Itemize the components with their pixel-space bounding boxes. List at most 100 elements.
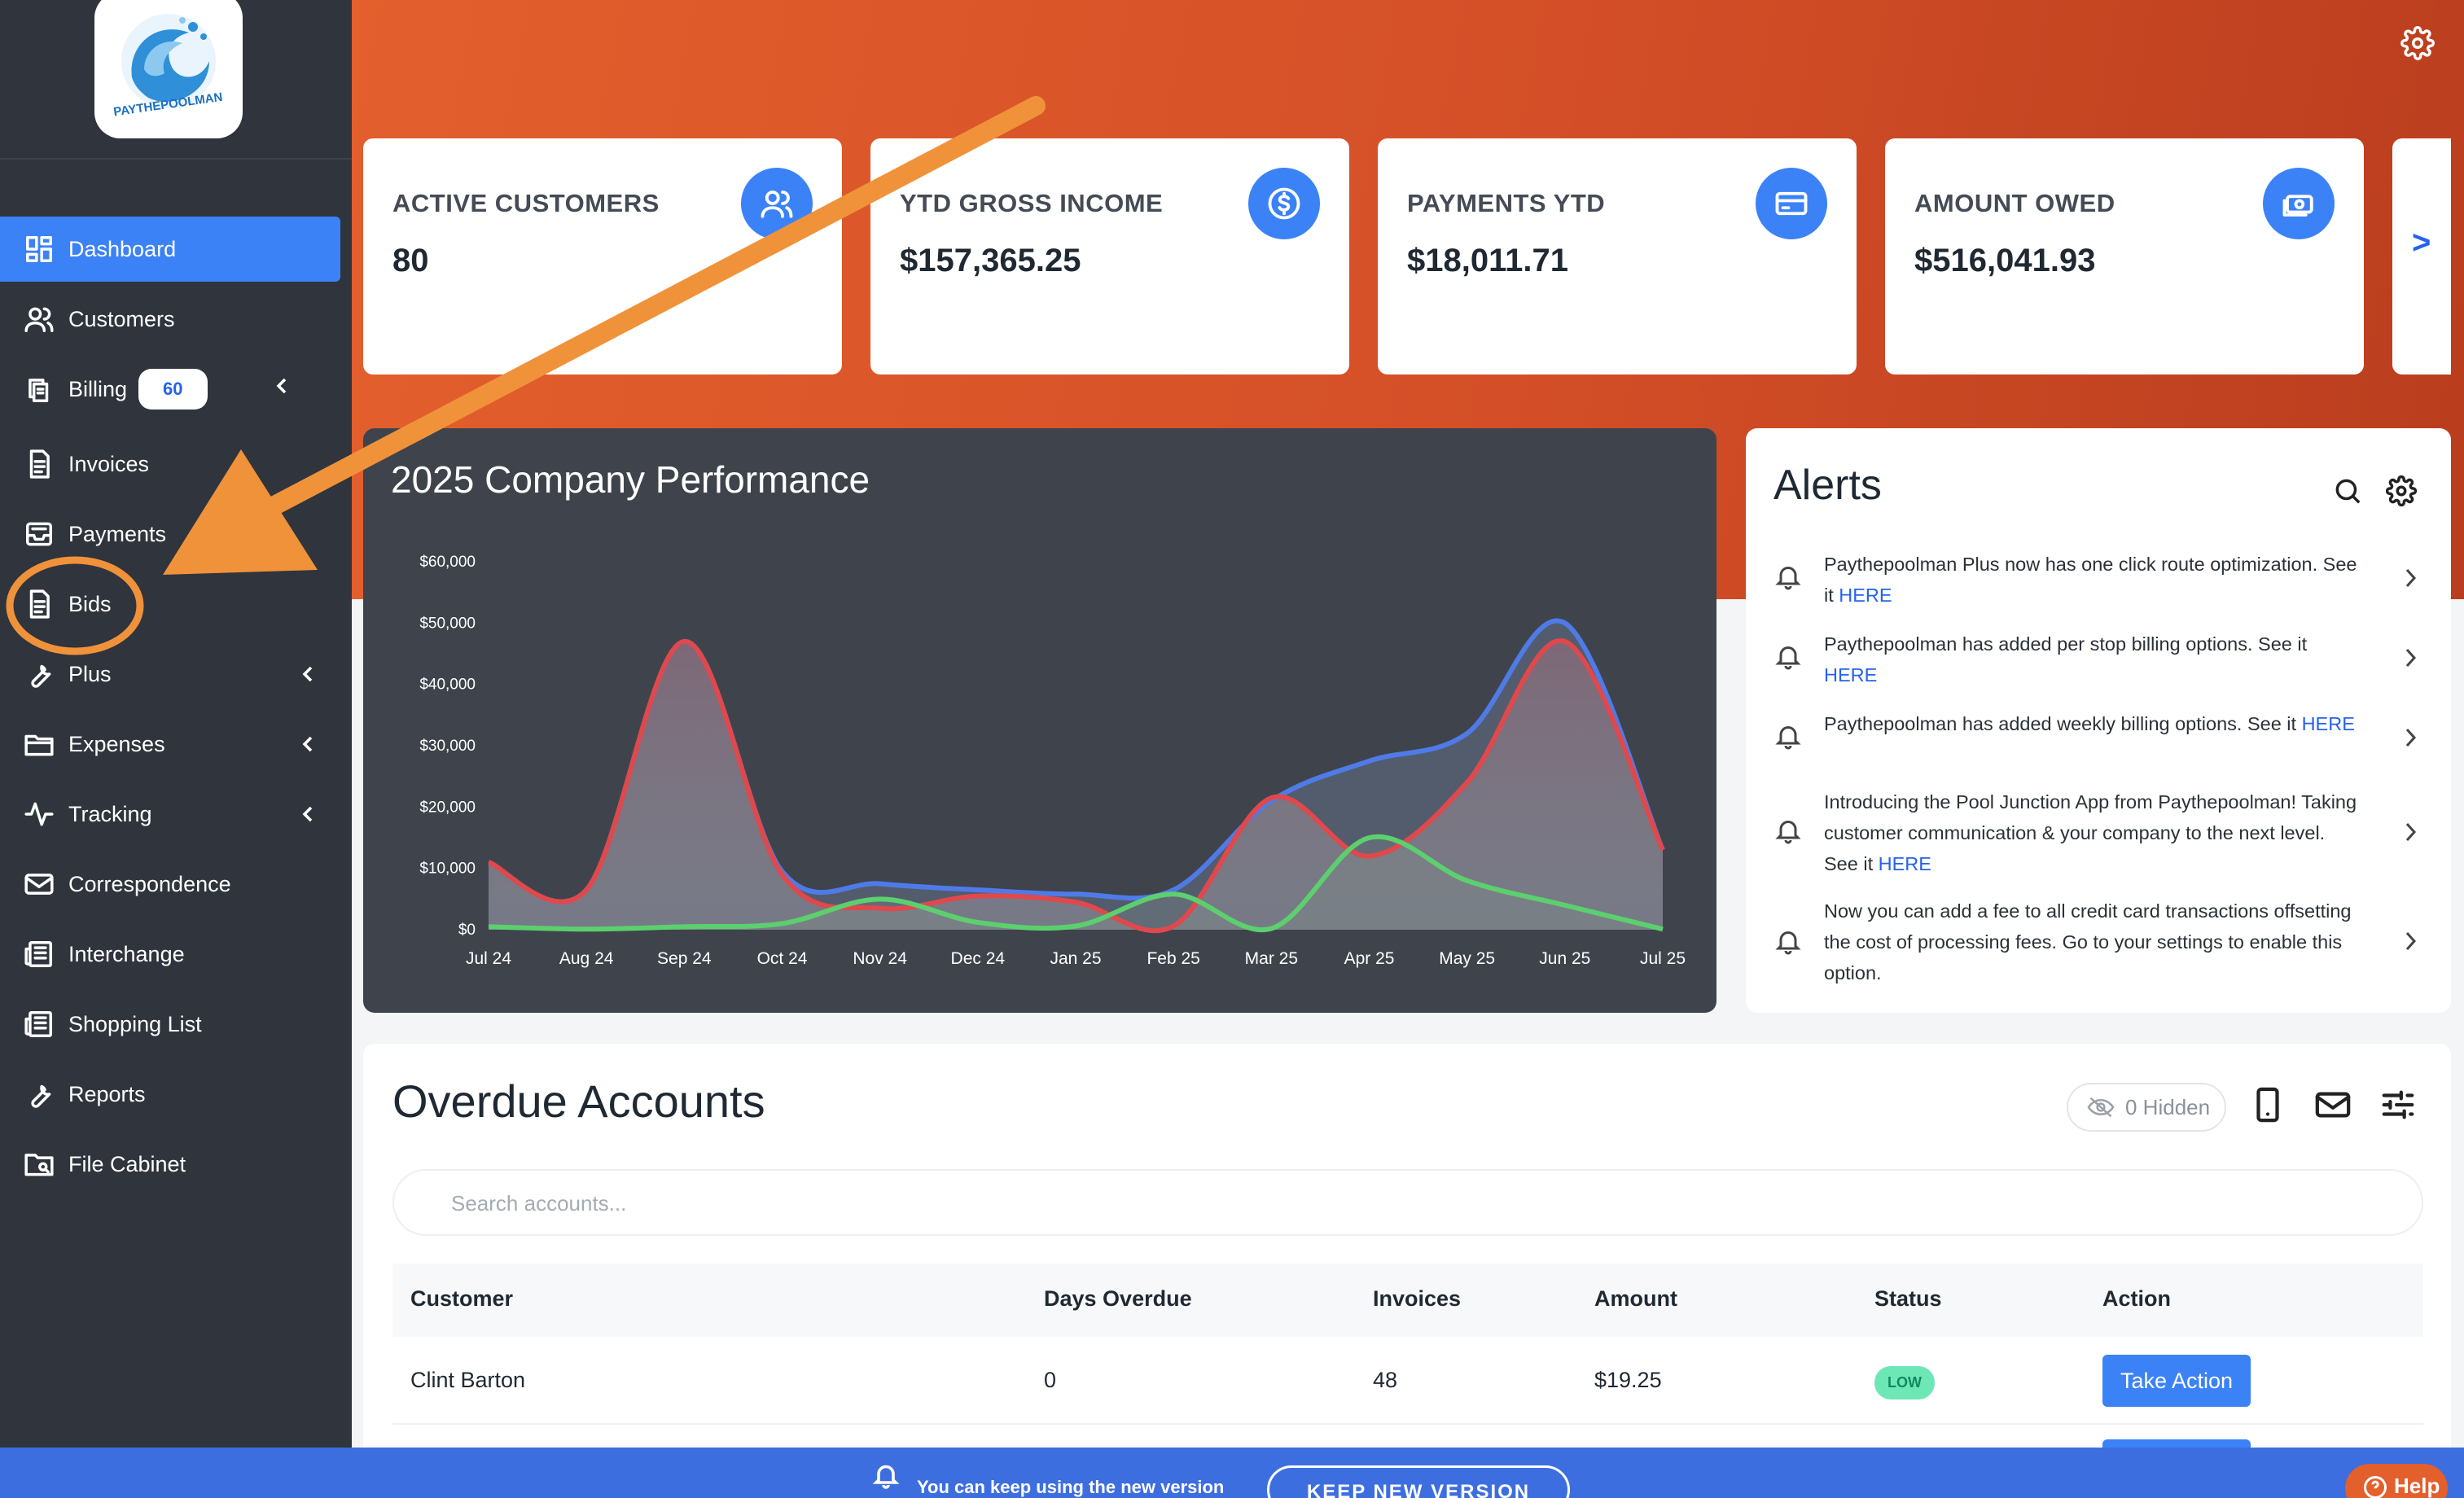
- table-row: Clint Barton 0 48 $19.25 LOW Take Action: [392, 1337, 2423, 1425]
- table-header: Customer Days Overdue Invoices Amount St…: [392, 1264, 2423, 1337]
- search-input[interactable]: [451, 1185, 1917, 1221]
- chevron-right-icon[interactable]: [2400, 725, 2422, 751]
- bell-icon: [1773, 721, 1804, 752]
- overdue-accounts-panel: Overdue Accounts 0 Hidden Customer Days …: [363, 1044, 2451, 1498]
- chevron-left-icon[interactable]: [272, 374, 292, 397]
- stat-value: $157,365.25: [900, 243, 1081, 278]
- column-header[interactable]: Invoices: [1373, 1286, 1462, 1311]
- help-icon: [2364, 1476, 2387, 1498]
- sidebar-item-label: Tracking: [68, 801, 152, 826]
- green-series-area: [489, 836, 1663, 931]
- company-logo[interactable]: PAYTHEPOOLMAN: [94, 0, 243, 138]
- sidebar-item-plus[interactable]: Plus: [0, 642, 340, 707]
- sidebar-item-tracking[interactable]: Tracking: [0, 782, 340, 847]
- stat-label: AMOUNT OWED: [1914, 189, 2115, 217]
- y-tick-label: $50,000: [419, 615, 476, 632]
- bell-icon: [1773, 816, 1804, 847]
- alerts-panel: Alerts Paythepoolman Plus now has one cl…: [1746, 428, 2451, 1013]
- account-search-bar[interactable]: [392, 1169, 2423, 1236]
- chevron-left-icon[interactable]: [298, 733, 318, 756]
- stats-next-card[interactable]: >: [2392, 138, 2451, 374]
- keep-new-version-button[interactable]: KEEP NEW VERSION: [1267, 1465, 1570, 1498]
- sidebar-item-billing[interactable]: Billing 60: [0, 357, 340, 422]
- mail-icon[interactable]: [2314, 1086, 2355, 1127]
- sidebar-item-file-cabinet[interactable]: File Cabinet: [0, 1132, 340, 1197]
- column-header[interactable]: Status: [1874, 1286, 1942, 1311]
- hidden-toggle-button[interactable]: 0 Hidden: [2067, 1083, 2226, 1132]
- folder-search-icon: [23, 1148, 55, 1180]
- chevron-right-icon[interactable]: [2400, 565, 2422, 591]
- x-tick-label: Oct 24: [757, 949, 808, 968]
- sidebar-item-label: Dashboard: [68, 236, 177, 261]
- chevron-right-icon[interactable]: [2400, 928, 2422, 954]
- alert-text: Paythepoolman has added weekly billing o…: [1824, 713, 2355, 734]
- sliders-icon[interactable]: [2379, 1086, 2420, 1127]
- sidebar-item-customers[interactable]: Customers: [0, 287, 340, 352]
- chevron-right-icon[interactable]: [2400, 645, 2422, 671]
- wrench-icon: [23, 658, 55, 690]
- stat-card-active-customers: ACTIVE CUSTOMERS 80: [363, 138, 842, 374]
- banner-text: You can keep using the new version: [917, 1477, 1225, 1497]
- alert-text: Paythepoolman Plus now has one click rou…: [1824, 554, 2357, 606]
- stat-label: PAYMENTS YTD: [1407, 189, 1606, 217]
- sidebar-item-expenses[interactable]: Expenses: [0, 712, 340, 777]
- gear-icon[interactable]: [2400, 26, 2435, 60]
- sidebar-item-shopping-list[interactable]: Shopping List: [0, 992, 340, 1057]
- hidden-count-label: 0 Hidden: [2125, 1094, 2211, 1119]
- chevron-left-icon[interactable]: [298, 663, 318, 685]
- y-tick-label: $0: [458, 922, 476, 939]
- blue-series-area: [489, 620, 1663, 930]
- eye-off-icon: [2087, 1097, 2115, 1118]
- credit-card-icon: [1756, 168, 1827, 239]
- help-label: Help: [2394, 1474, 2440, 1498]
- stat-label: ACTIVE CUSTOMERS: [392, 189, 660, 217]
- sidebar-item-interchange[interactable]: Interchange: [0, 922, 340, 987]
- red-series-line: [487, 638, 1665, 934]
- column-header[interactable]: Customer: [410, 1286, 514, 1311]
- alert-link[interactable]: HERE: [1824, 664, 1878, 685]
- sidebar-item-label: Customers: [68, 306, 175, 331]
- mobile-icon[interactable]: [2249, 1086, 2290, 1127]
- chevron-right-icon[interactable]: [2400, 819, 2422, 845]
- activity-icon: [23, 798, 55, 830]
- sidebar-item-label: Correspondence: [68, 871, 231, 896]
- dashboard-icon: [23, 233, 55, 265]
- x-tick-label: Jul 24: [466, 949, 511, 968]
- column-header[interactable]: Action: [2102, 1286, 2171, 1311]
- x-tick-label: Sep 24: [657, 949, 712, 968]
- customer-name[interactable]: Clint Barton: [410, 1368, 526, 1392]
- bell-icon: [1773, 642, 1804, 672]
- sidebar-item-label: Invoices: [68, 451, 150, 476]
- sidebar-item-payments[interactable]: Payments: [0, 502, 340, 567]
- copy-icon: [23, 373, 55, 405]
- column-header[interactable]: Amount: [1594, 1286, 1677, 1311]
- x-tick-label: Feb 25: [1147, 949, 1199, 968]
- alert-link[interactable]: HERE: [2301, 713, 2355, 734]
- overdue-title: Overdue Accounts: [392, 1075, 765, 1127]
- sidebar-item-correspondence[interactable]: Correspondence: [0, 852, 340, 917]
- sidebar-item-dashboard[interactable]: Dashboard: [0, 217, 340, 282]
- search-icon[interactable]: [2332, 475, 2365, 508]
- column-header[interactable]: Days Overdue: [1044, 1286, 1192, 1311]
- help-button[interactable]: Help: [2345, 1464, 2448, 1498]
- bell-icon: [1773, 562, 1804, 593]
- stat-card-ytd-gross-income: YTD GROSS INCOME $157,365.25: [870, 138, 1349, 374]
- sidebar-item-label: Plus: [68, 661, 112, 686]
- days-overdue: 0: [1044, 1368, 1057, 1392]
- sidebar-item-label: Expenses: [68, 731, 165, 756]
- alert-text: Introducing the Pool Junction App from P…: [1824, 791, 2357, 874]
- alert-link[interactable]: HERE: [1839, 585, 1892, 606]
- x-tick-label: May 25: [1439, 949, 1495, 968]
- status-badge: LOW: [1874, 1366, 1935, 1399]
- chevron-right-icon[interactable]: >: [2412, 225, 2431, 261]
- sidebar-item-invoices[interactable]: Invoices: [0, 431, 340, 497]
- alert-link[interactable]: HERE: [1878, 853, 1931, 874]
- list-icon: [23, 1008, 55, 1040]
- alert-text: Now you can add a fee to all credit card…: [1824, 900, 2352, 983]
- sidebar-item-reports[interactable]: Reports: [0, 1062, 340, 1127]
- take-action-button[interactable]: Take Action: [2102, 1355, 2251, 1407]
- sidebar-item-bids[interactable]: Bids: [0, 572, 340, 637]
- company-performance-chart: 2025 Company Performance $0 $10,000 $20,00…: [363, 428, 1716, 1013]
- chevron-left-icon[interactable]: [298, 803, 318, 826]
- gear-icon[interactable]: [2385, 475, 2418, 508]
